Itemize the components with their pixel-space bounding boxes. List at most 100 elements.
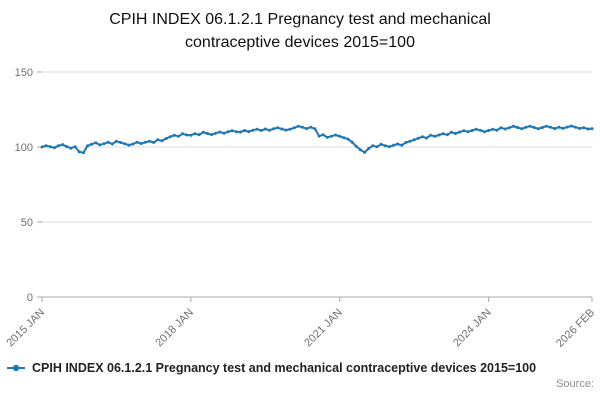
series-point	[520, 127, 524, 131]
legend-line-icon	[7, 364, 25, 372]
series-point	[77, 150, 81, 154]
chart-svg[interactable]: 0 50 100 150 2015 JAN 2018 JAN 2021 JAN 2024 JA…	[0, 54, 600, 354]
series-point	[189, 133, 193, 137]
series-point	[313, 127, 317, 131]
series-point	[110, 142, 114, 146]
series-point	[247, 130, 251, 134]
series-point	[210, 133, 213, 137]
series-point	[52, 146, 56, 150]
series-point	[81, 151, 85, 155]
series-point	[462, 129, 466, 133]
source-label: Source:	[556, 378, 594, 390]
x-tick-label: 2018 JAN	[153, 307, 196, 350]
series-point	[334, 133, 338, 137]
series-point	[524, 125, 528, 129]
series-point	[123, 142, 127, 146]
series-point	[106, 140, 110, 144]
series-point	[449, 130, 453, 134]
series-point	[276, 126, 280, 130]
series-point	[437, 133, 441, 137]
series-point	[540, 126, 544, 129]
x-tick-label: 2015 JAN	[4, 307, 47, 350]
series-point	[408, 139, 412, 143]
series-point	[86, 144, 89, 148]
series-point	[532, 126, 536, 129]
series-line	[41, 125, 593, 154]
series-point	[309, 125, 313, 129]
series-point	[445, 133, 449, 137]
series-point	[172, 133, 176, 137]
series-point	[412, 138, 416, 142]
series-point	[565, 125, 569, 129]
series-point	[65, 145, 69, 149]
series-point	[102, 142, 106, 146]
series-point	[168, 135, 172, 139]
y-tick-label: 0	[27, 292, 33, 304]
series-point	[536, 127, 540, 131]
series-point	[305, 127, 309, 131]
series-point	[230, 129, 234, 133]
series-point	[375, 145, 379, 149]
series-point	[259, 129, 263, 132]
series-point	[441, 132, 445, 136]
series-point	[156, 138, 160, 142]
series-point	[354, 144, 358, 148]
series-point	[94, 141, 98, 145]
series-point	[197, 133, 201, 137]
series-point	[545, 124, 548, 128]
series-point	[346, 137, 350, 141]
series-point	[143, 140, 147, 144]
series-point	[148, 139, 151, 143]
series-point	[152, 141, 156, 144]
series-point	[454, 132, 457, 135]
series-point	[528, 124, 532, 128]
series-point	[321, 133, 325, 137]
series-point	[416, 136, 420, 140]
series-point	[466, 130, 470, 134]
series-point	[301, 125, 304, 129]
y-tick-label: 50	[21, 217, 33, 229]
series-point	[234, 130, 238, 134]
series-point	[557, 125, 561, 129]
series-point	[114, 139, 118, 143]
series-point	[499, 126, 503, 130]
series-point	[119, 141, 123, 144]
series-point	[421, 135, 424, 139]
series-point	[57, 144, 60, 148]
series-point	[561, 126, 565, 130]
series-point	[40, 145, 44, 149]
series-point	[214, 131, 218, 135]
legend-item[interactable]: CPIH INDEX 06.1.2.1 Pregnancy test and m…	[6, 361, 600, 375]
y-tick-label: 100	[15, 142, 33, 154]
series-point	[387, 145, 391, 149]
series-point	[363, 150, 367, 154]
series-point	[371, 144, 375, 148]
chart-page: CPIH INDEX 06.1.2.1 Pregnancy test and m…	[0, 8, 600, 408]
series-point	[549, 125, 553, 129]
series-point	[73, 145, 77, 149]
series-point	[330, 134, 333, 138]
chart-title: CPIH INDEX 06.1.2.1 Pregnancy test and m…	[109, 11, 491, 51]
series-point	[280, 127, 284, 131]
series-point	[396, 142, 400, 146]
series-point	[325, 135, 329, 139]
series-point	[495, 128, 499, 132]
series-point	[164, 137, 168, 141]
series-point	[193, 132, 197, 136]
series-point	[470, 129, 474, 132]
series-point	[296, 124, 300, 128]
series-point	[243, 129, 247, 132]
series-point	[338, 134, 342, 138]
series-point	[516, 126, 520, 129]
series-point	[392, 143, 395, 147]
series-point	[342, 136, 346, 140]
series-point	[487, 129, 491, 132]
series-point	[317, 134, 321, 138]
series-point	[284, 128, 288, 132]
series-point	[586, 127, 590, 131]
series-point	[292, 126, 296, 130]
series-point	[400, 143, 404, 147]
series-point	[218, 130, 222, 134]
series-point	[350, 140, 354, 144]
series-point	[578, 126, 582, 130]
